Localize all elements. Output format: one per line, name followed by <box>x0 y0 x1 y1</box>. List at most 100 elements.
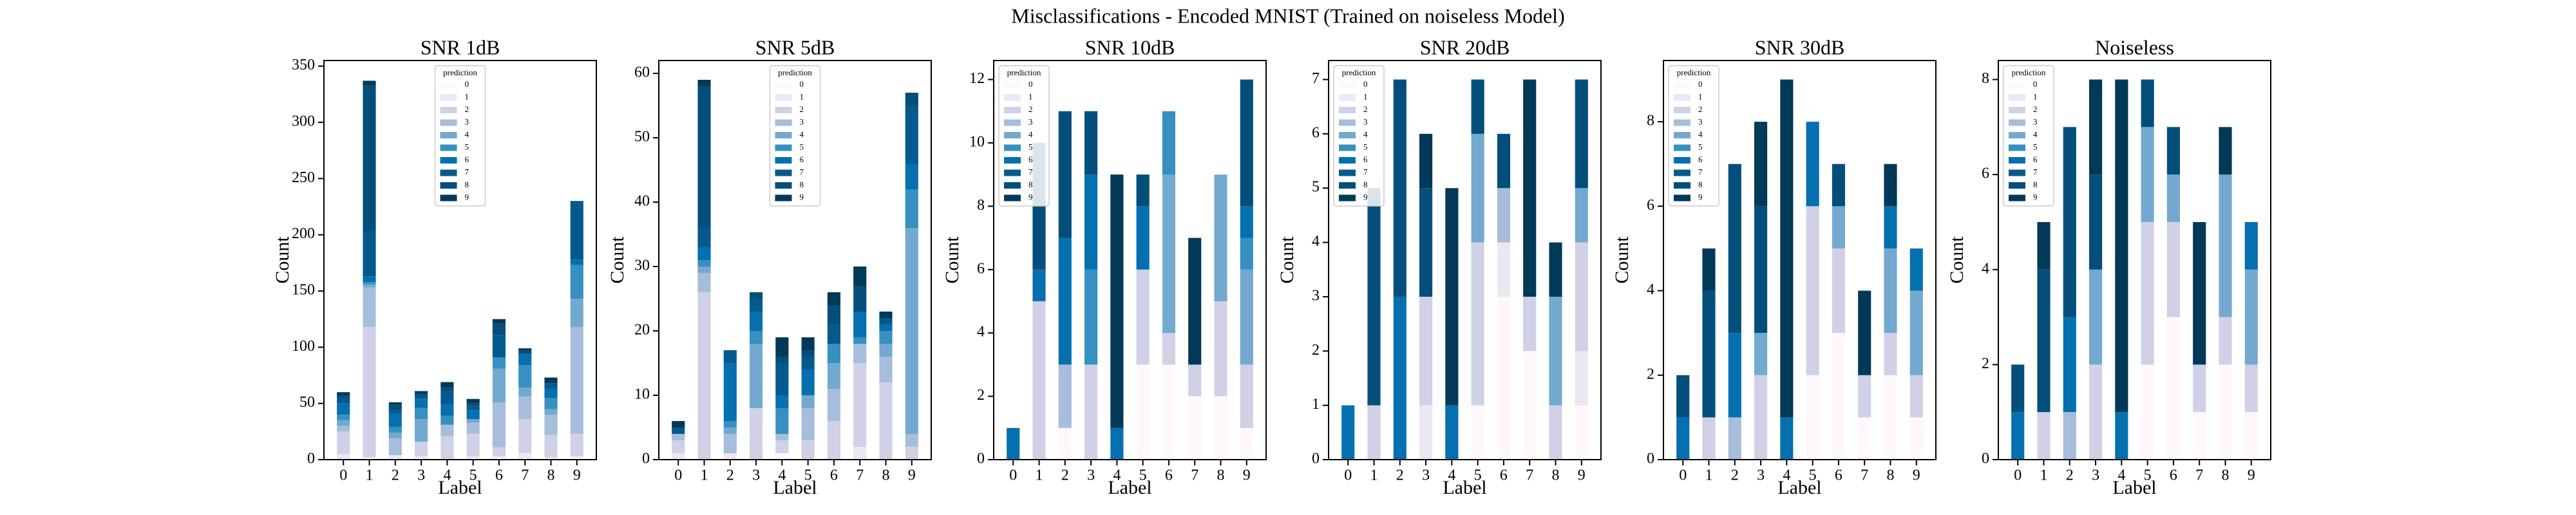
x-tick-label: 0 <box>674 467 682 484</box>
bar-segment <box>518 365 532 388</box>
bar-segment <box>1806 375 1819 460</box>
bar-segment <box>750 344 763 408</box>
legend-swatch <box>2009 82 2025 88</box>
x-tick-label: 1 <box>2040 467 2048 484</box>
y-tick-label: 2 <box>1312 342 1320 359</box>
bar-segment <box>1136 269 1150 365</box>
bar-segment <box>2244 412 2258 460</box>
chart-title: Noiseless <box>2095 35 2174 59</box>
legend-label: 8 <box>465 180 469 189</box>
x-tick-label: 9 <box>1578 467 1586 484</box>
bar-segment <box>1214 301 1227 397</box>
bar-segment <box>697 247 711 260</box>
bar-segment <box>544 388 558 398</box>
y-tick-label: 5 <box>1312 179 1320 196</box>
bar-segment <box>466 433 480 456</box>
legend-title: prediction <box>1677 68 1711 77</box>
bar-segment <box>1110 174 1124 428</box>
y-tick-label: 4 <box>977 324 985 341</box>
bar-segment <box>1497 188 1510 243</box>
legend-swatch <box>440 107 457 113</box>
bar-segment <box>440 404 454 416</box>
legend-label: 4 <box>465 129 469 139</box>
legend-label: 9 <box>2033 192 2038 201</box>
bar-segment <box>2219 127 2232 175</box>
bar-segment <box>518 453 532 459</box>
legend-label: 0 <box>1698 79 1703 89</box>
x-tick-label: 9 <box>1243 467 1251 484</box>
bar-segment <box>415 456 428 459</box>
bar-segment <box>2115 79 2128 413</box>
bar-segment <box>750 299 763 312</box>
legend-swatch <box>1339 107 1356 113</box>
legend-swatch <box>2009 157 2025 164</box>
bar-segment <box>1471 133 1484 243</box>
legend-label: 7 <box>1363 167 1368 176</box>
bar-segment <box>2244 364 2258 413</box>
bar-segment <box>905 447 918 460</box>
bar-segment <box>1084 174 1098 270</box>
x-axis-label: Label <box>2112 477 2156 498</box>
bar-segment <box>570 265 583 299</box>
legend-swatch <box>440 194 457 201</box>
legend-swatch <box>1674 94 1690 101</box>
bar-segment <box>1419 188 1433 297</box>
x-tick-label: 9 <box>2248 467 2255 484</box>
bar-segment <box>672 440 685 453</box>
x-tick-label: 5 <box>2144 467 2152 484</box>
y-tick-label: 6 <box>977 260 985 277</box>
legend-label: 3 <box>1698 117 1703 126</box>
bar-segment <box>1497 296 1510 460</box>
bar-segment <box>672 434 685 440</box>
legend-label: 4 <box>2033 129 2038 139</box>
y-axis-label: Count <box>272 236 293 284</box>
bar-segment <box>440 391 454 405</box>
legend-label: 3 <box>800 117 804 126</box>
legend-label: 3 <box>465 117 469 126</box>
bar-segment <box>827 344 840 363</box>
bar-segment <box>337 431 350 454</box>
bar-segment <box>1728 164 1741 333</box>
legend-swatch <box>2009 94 2025 101</box>
legend-swatch <box>1339 157 1356 164</box>
x-tick-label: 2 <box>1061 467 1069 484</box>
bar-segment <box>1858 417 1871 460</box>
bar-segment <box>905 228 918 434</box>
x-tick-label: 2 <box>392 467 399 484</box>
x-tick-label: 8 <box>882 467 890 484</box>
bar-segment <box>388 402 402 405</box>
bar-segment <box>1884 164 1897 207</box>
x-tick-label: 4 <box>778 467 786 484</box>
x-axis-label: Label <box>773 477 817 498</box>
bar-segment <box>879 344 893 357</box>
bar-segment <box>337 420 350 426</box>
bar-segment <box>570 201 583 203</box>
x-tick-label: 9 <box>1913 467 1920 484</box>
legend-swatch <box>1339 82 1356 88</box>
bar-segment <box>2193 221 2206 365</box>
bar-segment <box>415 407 428 420</box>
legend-label: 1 <box>1698 91 1703 101</box>
bar-segment <box>2141 79 2154 127</box>
legend-label: 9 <box>1363 192 1368 201</box>
legend-label: 9 <box>465 192 469 201</box>
bar-segment <box>415 442 428 456</box>
bar-segment <box>1909 417 1923 460</box>
x-tick-label: 5 <box>1139 467 1147 484</box>
y-axis-label: Count <box>1946 236 1967 284</box>
bar-segment <box>388 404 402 411</box>
x-tick-label: 4 <box>1448 467 1455 484</box>
bar-segment <box>853 447 867 460</box>
bar-segment <box>1341 405 1355 460</box>
bar-segment <box>1780 417 1794 460</box>
legend-label: 1 <box>2033 91 2038 101</box>
legend-label: 6 <box>1028 154 1033 164</box>
x-tick-label: 5 <box>469 467 477 484</box>
x-tick-label: 8 <box>547 467 555 484</box>
x-tick-label: 2 <box>2066 467 2074 484</box>
x-tick-label: 8 <box>1217 467 1225 484</box>
bar-segment <box>1884 333 1897 375</box>
bar-segment <box>1445 188 1459 406</box>
legend-swatch <box>1004 107 1021 113</box>
y-tick-label: 6 <box>1312 124 1320 141</box>
